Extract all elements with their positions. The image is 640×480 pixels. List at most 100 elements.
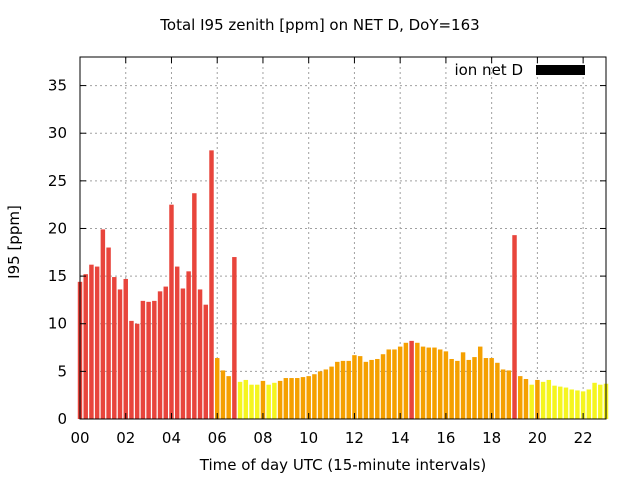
bar <box>426 347 431 419</box>
y-tick-label: 20 <box>48 219 67 237</box>
x-tick-label: 16 <box>436 429 455 447</box>
bar <box>443 351 449 419</box>
x-tick-label: 22 <box>574 429 593 447</box>
bar <box>592 382 597 419</box>
bar <box>432 347 437 419</box>
bar <box>329 366 334 419</box>
bar <box>489 358 494 419</box>
bar <box>94 266 100 419</box>
y-tick-label: 5 <box>57 362 67 380</box>
bar <box>163 286 168 419</box>
bar <box>477 346 483 419</box>
bar <box>375 358 380 419</box>
bar <box>437 349 443 419</box>
bar <box>83 274 88 419</box>
bar <box>369 359 374 419</box>
bar <box>300 377 306 419</box>
bar <box>346 360 351 419</box>
bar <box>380 354 386 419</box>
bar <box>134 323 140 419</box>
bar <box>523 378 529 419</box>
bar <box>460 352 466 419</box>
chart-title: Total I95 zenith [ppm] on NET D, DoY=163 <box>160 16 480 34</box>
x-tick-label: 02 <box>116 429 135 447</box>
bar <box>472 357 477 419</box>
bar <box>529 384 534 419</box>
bar <box>197 289 203 419</box>
bar <box>449 358 454 419</box>
bar <box>552 385 557 419</box>
bar <box>586 389 592 419</box>
bar <box>192 193 197 419</box>
bar <box>123 278 128 419</box>
bar <box>152 300 157 419</box>
bar <box>598 384 603 419</box>
bar <box>340 360 346 419</box>
bar <box>157 291 163 419</box>
y-tick-label: 25 <box>48 172 67 190</box>
bar <box>146 301 151 419</box>
bar <box>580 391 586 419</box>
bar <box>558 386 563 419</box>
bar <box>352 355 357 419</box>
bar <box>129 320 134 419</box>
bar <box>180 288 186 419</box>
bar <box>466 359 472 419</box>
x-axis-label: Time of day UTC (15-minute intervals) <box>199 456 487 474</box>
x-tick-label: 10 <box>299 429 318 447</box>
y-tick-label: 35 <box>48 77 67 95</box>
bar <box>386 349 391 419</box>
bar <box>392 349 397 419</box>
legend-label: ion net D <box>454 61 523 79</box>
bar <box>323 369 329 419</box>
bar <box>397 346 403 419</box>
x-tick-label: 06 <box>208 429 227 447</box>
bar <box>535 379 540 419</box>
bar <box>317 371 323 419</box>
bar <box>100 229 106 419</box>
bar <box>357 356 363 419</box>
bar <box>483 358 489 419</box>
bar <box>295 378 300 419</box>
bar <box>226 376 231 419</box>
bar <box>540 381 546 419</box>
bar <box>512 235 517 419</box>
bar <box>232 257 237 419</box>
bar <box>106 247 111 419</box>
bar <box>203 304 209 419</box>
bar <box>335 361 340 419</box>
bar <box>569 389 574 419</box>
y-tick-label: 15 <box>48 267 67 285</box>
bar <box>112 277 117 419</box>
bar <box>495 362 500 419</box>
bar <box>243 379 249 419</box>
x-tick-label: 04 <box>162 429 181 447</box>
x-tick-label: 20 <box>528 429 547 447</box>
bar <box>403 342 409 419</box>
bar <box>277 380 283 419</box>
bar <box>363 361 369 419</box>
x-tick-label: 14 <box>391 429 410 447</box>
bar <box>563 387 569 419</box>
bar <box>169 204 174 419</box>
bar <box>518 376 523 419</box>
bar <box>249 384 254 419</box>
bar <box>506 370 512 419</box>
bar <box>117 289 123 419</box>
legend-swatch <box>536 65 585 75</box>
bar <box>186 271 191 419</box>
bar <box>237 381 243 419</box>
bar <box>272 382 277 419</box>
bar <box>220 370 226 419</box>
bar <box>455 360 460 419</box>
bar <box>289 378 294 419</box>
bar <box>575 390 580 419</box>
bar <box>140 300 146 419</box>
y-tick-label: 30 <box>48 124 67 142</box>
y-tick-label: 0 <box>57 410 67 428</box>
bar <box>209 150 214 419</box>
bar <box>174 266 180 419</box>
x-tick-label: 08 <box>253 429 272 447</box>
